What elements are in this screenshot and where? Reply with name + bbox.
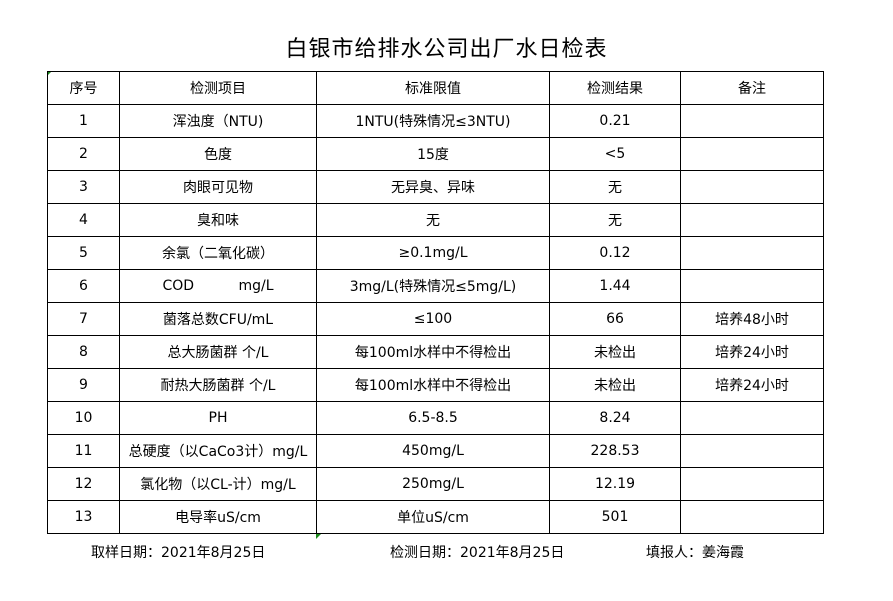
cell-remark bbox=[680, 500, 824, 534]
cell-standard: 3mg/L(特殊情况≤5mg/L) bbox=[316, 269, 550, 303]
cell-index: 10 bbox=[47, 401, 120, 435]
cell-standard: 无异臭、异味 bbox=[316, 170, 550, 204]
cell-standard: 每100ml水样中不得检出 bbox=[316, 335, 550, 369]
cell-remark bbox=[680, 401, 824, 435]
cell-remark bbox=[680, 236, 824, 270]
cell-standard: 15度 bbox=[316, 137, 550, 171]
cell-standard: 1NTU(特殊情况≤3NTU) bbox=[316, 104, 550, 138]
cell-index: 9 bbox=[47, 368, 120, 402]
table-row: 2 色度 15度 <5 bbox=[47, 137, 824, 171]
cell-result: 未检出 bbox=[549, 368, 681, 402]
header-result: 检测结果 bbox=[549, 71, 681, 105]
inspection-table: 序号 检测项目 标准限值 检测结果 备注 1 浑浊度（NTU) 1NTU(特殊情况≤3NTU)… bbox=[47, 71, 824, 534]
cell-result: 1.44 bbox=[549, 269, 681, 303]
cell-item: 菌落总数CFU/mL bbox=[119, 302, 317, 336]
table-row: 3 肉眼可见物 无异臭、异味无 bbox=[47, 170, 824, 204]
sample-date: 取样日期：2021年8月25日 bbox=[91, 545, 266, 561]
cell-standard: 单位uS/cm bbox=[316, 500, 550, 534]
cell-remark bbox=[680, 434, 824, 468]
cell-result: 0.12 bbox=[549, 236, 681, 270]
cell-item: PH bbox=[119, 401, 317, 435]
cell-index: 1 bbox=[47, 104, 120, 138]
table-row: 12 氯化物（以CL-计）mg/L 250mg/L 12.19 bbox=[47, 467, 824, 501]
table-row: 1 浑浊度（NTU) 1NTU(特殊情况≤3NTU) 0.21 bbox=[47, 104, 824, 138]
cell-index: 2 bbox=[47, 137, 120, 171]
cell-result: <5 bbox=[549, 137, 681, 171]
cell-index: 5 bbox=[47, 236, 120, 270]
cell-result: 无 bbox=[549, 170, 681, 204]
cell-index: 6 bbox=[47, 269, 120, 303]
table-row: 6 COD mg/L 3mg/L(特殊情况≤5mg/L) 1.44 bbox=[47, 269, 824, 303]
table-row: 10 PH 6.5-8.5 8.24 bbox=[47, 401, 824, 435]
cell-remark: 培养48小时 bbox=[680, 302, 824, 336]
cell-remark bbox=[680, 137, 824, 171]
table-row: 9 耐热大肠菌群 个/L 每100ml水样中不得检出 未检出 培养24小时 bbox=[47, 368, 824, 402]
cell-result: 0.21 bbox=[549, 104, 681, 138]
cell-standard: 6.5-8.5 bbox=[316, 401, 550, 435]
cell-remark bbox=[680, 104, 824, 138]
cell-standard: ≤100 bbox=[316, 302, 550, 336]
cell-index: 13 bbox=[47, 500, 120, 534]
cell-index: 11 bbox=[47, 434, 120, 468]
header-index: 序号 bbox=[47, 71, 120, 105]
cell-remark bbox=[680, 170, 824, 204]
cell-result: 8.24 bbox=[549, 401, 681, 435]
page-title: 白银市给排水公司出厂水日检表 bbox=[285, 37, 608, 62]
cell-index: 8 bbox=[47, 335, 120, 369]
cell-item: 氯化物（以CL-计）mg/L bbox=[119, 467, 317, 501]
table-row: 5 余氯（二氧化碳） ≥0.1mg/L 0.12 bbox=[47, 236, 824, 270]
cell-index: 12 bbox=[47, 467, 120, 501]
test-date: 检测日期：2021年8月25日 bbox=[390, 545, 565, 561]
cell-item: 余氯（二氧化碳） bbox=[119, 236, 317, 270]
cell-result: 66 bbox=[549, 302, 681, 336]
cell-remark: 培养24小时 bbox=[680, 368, 824, 402]
cell-index: 4 bbox=[47, 203, 120, 237]
header-item: 检测项目 bbox=[119, 71, 317, 105]
cell-item: 肉眼可见物 bbox=[119, 170, 317, 204]
header-row: 序号 检测项目 标准限值 检测结果 备注 bbox=[47, 71, 824, 105]
cell-item: 色度 bbox=[119, 137, 317, 171]
cell-item: 臭和味 bbox=[119, 203, 317, 237]
cell-item: 耐热大肠菌群 个/L bbox=[119, 368, 317, 402]
header-standard: 标准限值 bbox=[316, 71, 550, 105]
cell-result: 12.19 bbox=[549, 467, 681, 501]
header-remark: 备注 bbox=[680, 71, 824, 105]
cell-remark bbox=[680, 467, 824, 501]
cell-result: 未检出 bbox=[549, 335, 681, 369]
cell-marker bbox=[316, 534, 321, 539]
cell-standard: ≥0.1mg/L bbox=[316, 236, 550, 270]
cell-index: 3 bbox=[47, 170, 120, 204]
cell-item: 总大肠菌群 个/L bbox=[119, 335, 317, 369]
table-row: 11 总硬度（以CaCo3计）mg/L 450mg/L 228.53 bbox=[47, 434, 824, 468]
cell-remark bbox=[680, 269, 824, 303]
cell-item: 总硬度（以CaCo3计）mg/L bbox=[119, 434, 317, 468]
table-row: 4 臭和味无无 bbox=[47, 203, 824, 237]
cell-item: COD mg/L bbox=[119, 269, 317, 303]
cell-standard: 450mg/L bbox=[316, 434, 550, 468]
cell-standard: 250mg/L bbox=[316, 467, 550, 501]
cell-index: 7 bbox=[47, 302, 120, 336]
cell-remark bbox=[680, 203, 824, 237]
table-row: 7 菌落总数CFU/mL ≤100 66 培养48小时 bbox=[47, 302, 824, 336]
table-row: 13 电导率uS/cm 单位uS/cm 501 bbox=[47, 500, 824, 534]
reporter: 填报人：姜海霞 bbox=[646, 545, 744, 561]
table-row: 8 总大肠菌群 个/L 每100ml水样中不得检出 未检出 培养24小时 bbox=[47, 335, 824, 369]
cell-item: 浑浊度（NTU) bbox=[119, 104, 317, 138]
cell-result: 228.53 bbox=[549, 434, 681, 468]
cell-standard: 无 bbox=[316, 203, 550, 237]
cell-result: 501 bbox=[549, 500, 681, 534]
cell-standard: 每100ml水样中不得检出 bbox=[316, 368, 550, 402]
cell-result: 无 bbox=[549, 203, 681, 237]
cell-item: 电导率uS/cm bbox=[119, 500, 317, 534]
cell-remark: 培养24小时 bbox=[680, 335, 824, 369]
